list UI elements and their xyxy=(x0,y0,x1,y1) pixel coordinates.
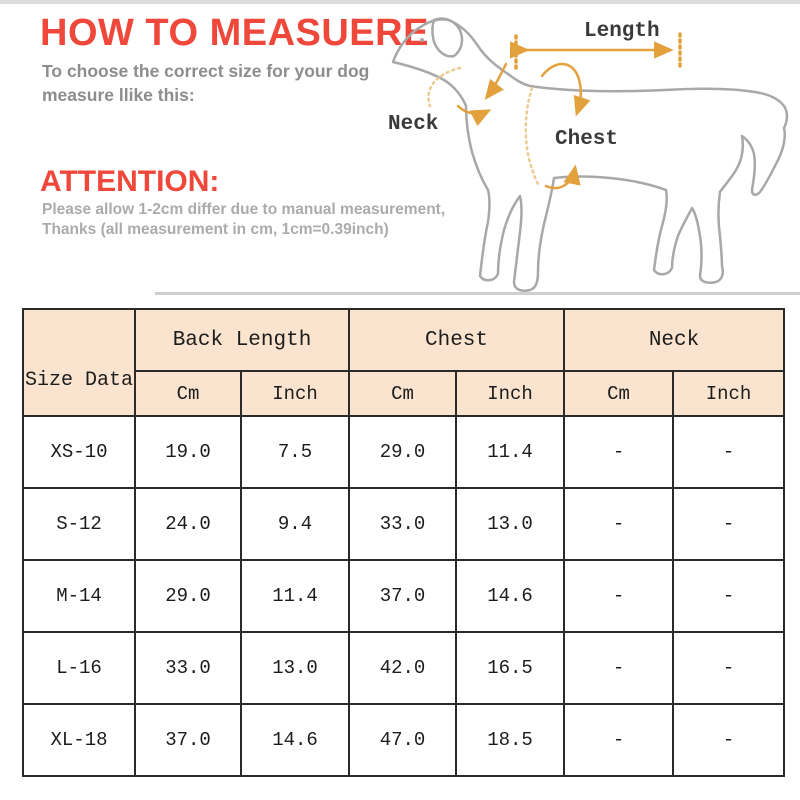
value-cell: 37.0 xyxy=(348,559,457,633)
value-cell: 19.0 xyxy=(134,415,242,489)
neck-cm-header: Cm xyxy=(563,370,675,417)
value-cell: 29.0 xyxy=(134,559,242,633)
value-cell: 11.4 xyxy=(454,415,566,489)
page-title: HOW TO MEASUERE xyxy=(40,12,429,54)
chest-label: Chest xyxy=(555,128,618,151)
length-label: Length xyxy=(584,20,660,43)
neck-header: Neck xyxy=(563,308,786,372)
value-cell: 13.0 xyxy=(454,487,566,561)
table-group-header-row: Size Data Back Length Chest Neck xyxy=(22,308,786,417)
value-cell: 13.0 xyxy=(240,631,350,705)
value-cell: 11.4 xyxy=(240,559,350,633)
value-cell: 37.0 xyxy=(134,703,242,777)
neck-dashed-arc xyxy=(427,66,462,108)
table-row-l16: L-16 33.0 13.0 42.0 16.5 - - xyxy=(22,631,786,705)
size-data-corner-cell: Size Data xyxy=(22,308,136,417)
value-cell: 47.0 xyxy=(348,703,457,777)
value-cell: - xyxy=(563,703,675,777)
table-unit-header-row: Cm Inch Cm Inch Cm Inch xyxy=(23,370,786,417)
value-cell: - xyxy=(672,415,786,489)
size-table: Size Data Back Length Chest Neck Cm Inch… xyxy=(22,308,786,777)
back-length-cm-header: Cm xyxy=(134,370,242,417)
table-row-xs10: XS-10 19.0 7.5 29.0 11.4 - - xyxy=(22,415,786,489)
dog-eye xyxy=(420,38,424,42)
mid-divider xyxy=(155,292,800,295)
table-row-xl18: XL-18 37.0 14.6 47.0 18.5 - - xyxy=(22,703,786,777)
back-length-header: Back Length xyxy=(134,308,350,372)
value-cell: - xyxy=(672,631,786,705)
top-divider xyxy=(0,0,800,4)
attention-title: ATTENTION: xyxy=(40,165,220,198)
value-cell: 18.5 xyxy=(454,703,566,777)
dog-measurement-diagram: Length Neck Chest xyxy=(388,17,789,292)
value-cell: - xyxy=(563,415,675,489)
value-cell: - xyxy=(563,559,675,633)
chest-dashed-line xyxy=(524,86,540,186)
chest-cm-header: Cm xyxy=(348,370,457,417)
value-cell: - xyxy=(672,559,786,633)
value-cell: - xyxy=(672,703,786,777)
subtitle-line2: measure llike this: xyxy=(42,84,195,105)
subtitle-line1: To choose the correct size for your dog xyxy=(42,61,370,81)
dog-ear xyxy=(431,17,464,58)
value-cell: 9.4 xyxy=(240,487,350,561)
size-cell: M-14 xyxy=(22,559,136,633)
attention-line2: Thanks (all measurement in cm, 1cm=0.39i… xyxy=(42,221,389,239)
value-cell: 33.0 xyxy=(348,487,457,561)
value-cell: 14.6 xyxy=(240,703,350,777)
value-cell: - xyxy=(563,487,675,561)
attention-line1: Please allow 1-2cm differ due to manual … xyxy=(42,201,446,218)
attention-note: Please allow 1-2cm differ due to manual … xyxy=(42,200,445,241)
value-cell: 42.0 xyxy=(348,631,457,705)
size-cell: XL-18 xyxy=(22,703,136,777)
value-cell: 24.0 xyxy=(134,487,242,561)
chest-arrow-up xyxy=(544,164,581,190)
back-length-inch-header: Inch xyxy=(240,370,350,417)
value-cell: 7.5 xyxy=(240,415,350,489)
table-row-m14: M-14 29.0 11.4 37.0 14.6 - - xyxy=(22,559,786,633)
chest-header: Chest xyxy=(347,308,566,372)
neck-arrow-down xyxy=(484,62,508,100)
chest-arrow-down xyxy=(540,62,591,117)
size-cell: S-12 xyxy=(22,487,136,561)
dog-outline-drawing xyxy=(391,17,789,292)
size-cell: XS-10 xyxy=(22,415,136,489)
neck-label: Neck xyxy=(388,113,438,136)
value-cell: 16.5 xyxy=(454,631,566,705)
value-cell: 14.6 xyxy=(454,559,566,633)
neck-inch-header: Inch xyxy=(672,370,786,417)
value-cell: - xyxy=(672,487,786,561)
value-cell: - xyxy=(563,631,675,705)
value-cell: 29.0 xyxy=(348,415,457,489)
table-row-s12: S-12 24.0 9.4 33.0 13.0 - - xyxy=(22,487,786,561)
subtitle: To choose the correct size for your dog … xyxy=(42,60,369,107)
chest-inch-header: Inch xyxy=(454,370,566,417)
measurement-annotations xyxy=(427,32,682,190)
value-cell: 33.0 xyxy=(134,631,242,705)
size-cell: L-16 xyxy=(22,631,136,705)
corner-label: Size Data xyxy=(24,368,134,392)
neck-arrow-around xyxy=(456,104,492,127)
